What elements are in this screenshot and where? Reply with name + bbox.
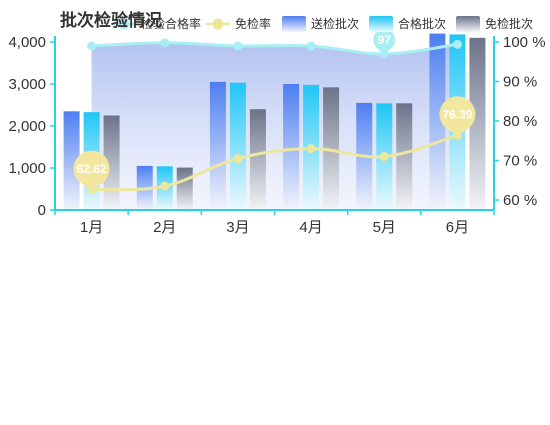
pass-rate-line	[91, 41, 458, 56]
exempt-batch-bar	[323, 87, 340, 210]
y-tick-label-left: 0	[38, 202, 46, 219]
exempt-batch-bar	[176, 167, 193, 210]
exempt-rate-line	[91, 133, 458, 192]
y-tick-label-right: 100 %	[503, 34, 546, 51]
y-tick-label-right: 70 %	[503, 153, 537, 170]
legend-exempt-batch-swatch	[456, 16, 480, 32]
legend-pass-batch-swatch	[369, 16, 393, 32]
exempt-batch-bar	[249, 109, 266, 210]
y-tick-label-right: 90 %	[503, 74, 537, 91]
exempt-rate-point	[233, 154, 243, 164]
pass-rate-point	[87, 41, 97, 51]
pass-rate-point	[160, 38, 170, 48]
exempt-batch-bar	[396, 103, 413, 210]
x-tick-label: 6月	[446, 219, 469, 236]
legend-sent-batch-label: 送检批次	[311, 16, 359, 31]
pass-batch-bar	[229, 82, 246, 210]
pass-rate-point	[306, 41, 316, 51]
y-tick-label-left: 1,000	[8, 160, 46, 177]
sent-batch-bar	[429, 33, 446, 210]
exempt-rate-point	[306, 144, 316, 154]
pass-rate-data-label-text: 97	[378, 33, 392, 47]
legend-exempt-rate-marker	[212, 18, 224, 30]
exempt-batch-bar	[103, 115, 120, 210]
exempt-rate-data-label-text: 76.39	[442, 107, 472, 121]
exempt-rate-data-label-text: 62.62	[77, 162, 107, 176]
exempt-rate-point	[379, 152, 389, 162]
sent-batch-bar	[283, 84, 300, 210]
pass-rate-data-label-bubble	[373, 28, 396, 51]
x-tick-label: 2月	[153, 219, 176, 236]
legend-sent-batch-swatch	[282, 16, 306, 32]
sent-batch-bar	[209, 81, 226, 211]
y-tick-label-left: 2,000	[8, 118, 46, 135]
y-tick-label-right: 60 %	[503, 192, 537, 209]
x-tick-label: 1月	[80, 219, 103, 236]
y-tick-label-right: 80 %	[503, 113, 537, 130]
legend-pass-rate-label: 检验合格率	[141, 16, 201, 31]
legend-exempt-batch-label: 免检批次	[485, 16, 533, 31]
exempt-rate-data-label-bubble	[73, 150, 110, 187]
exempt-batch-bar	[469, 37, 486, 210]
x-tick-label: 5月	[373, 219, 396, 236]
legend-pass-batch-label: 合格批次	[398, 16, 446, 31]
y-tick-label-left: 4,000	[8, 34, 46, 51]
legend-exempt-rate-label: 免检率	[235, 16, 271, 31]
exempt-rate-data-label-bubble	[439, 96, 476, 133]
y-tick-label-left: 3,000	[8, 76, 46, 93]
pass-rate-point	[452, 39, 462, 49]
sent-batch-bar	[63, 111, 80, 210]
legend-pass-rate-marker	[118, 18, 130, 30]
pass-rate-point	[233, 41, 243, 51]
chart-title: 批次检验情况	[60, 10, 162, 30]
x-tick-label: 4月	[299, 219, 322, 236]
x-tick-label: 3月	[226, 219, 249, 236]
exempt-rate-point	[160, 181, 170, 191]
